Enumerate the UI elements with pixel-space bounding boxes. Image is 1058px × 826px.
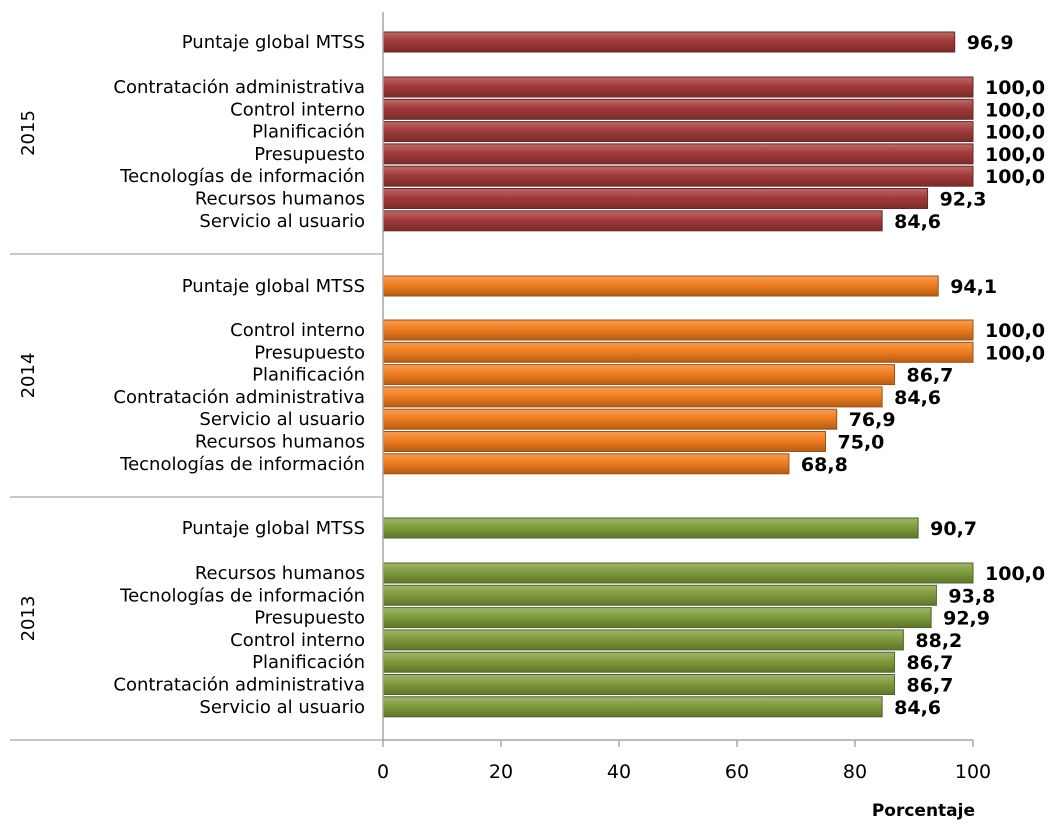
category-label: Control interno <box>230 630 365 651</box>
category-label: Servicio al usuario <box>199 409 365 430</box>
category-label: Planificación <box>252 365 365 386</box>
category-label: Contratación administrativa <box>113 675 365 696</box>
axes <box>382 12 973 741</box>
category-label: Contratación administrativa <box>113 387 365 408</box>
bar <box>382 386 883 408</box>
bar <box>382 319 974 341</box>
x-tick-label: 0 <box>377 761 389 783</box>
bar <box>382 364 896 386</box>
data-label: 88,2 <box>915 630 962 652</box>
x-tick-label: 20 <box>489 761 513 783</box>
bar <box>382 76 974 98</box>
bar <box>382 453 790 475</box>
data-label: 96,9 <box>967 32 1014 54</box>
category-label: Recursos humanos <box>195 432 365 453</box>
x-tick-label: 80 <box>843 761 867 783</box>
category-label: Presupuesto <box>254 608 365 629</box>
data-label: 86,7 <box>907 652 954 674</box>
bar <box>382 165 974 187</box>
bar <box>382 696 883 718</box>
group-label: 2014 <box>18 353 39 399</box>
data-label: 93,8 <box>948 585 995 607</box>
category-label: Servicio al usuario <box>199 697 365 718</box>
bar <box>382 517 919 539</box>
data-label: 84,6 <box>894 697 941 719</box>
bar <box>382 607 932 629</box>
bar <box>382 98 974 120</box>
category-label: Presupuesto <box>254 342 365 363</box>
bar <box>382 210 883 232</box>
category-label: Puntaje global MTSS <box>182 32 365 53</box>
data-label: 92,9 <box>943 608 990 630</box>
bar <box>382 121 974 143</box>
category-labels: Puntaje global MTSS Contratación administ… <box>113 32 365 718</box>
category-label: Recursos humanos <box>195 563 365 584</box>
data-label: 100,0 <box>985 342 1045 364</box>
category-label: Tecnologías de información <box>119 166 365 187</box>
data-label: 84,6 <box>894 211 941 233</box>
group-label: 2015 <box>18 110 39 156</box>
data-label: 86,7 <box>907 675 954 697</box>
bar <box>382 31 956 53</box>
category-label: Puntaje global MTSS <box>182 518 365 539</box>
x-axis-ticks: 0 20 40 60 80 100 <box>377 740 991 783</box>
bar <box>382 275 939 297</box>
data-label: 86,7 <box>907 365 954 387</box>
category-label: Tecnologías de información <box>119 454 365 475</box>
category-label: Presupuesto <box>254 144 365 165</box>
data-label: 100,0 <box>985 563 1045 585</box>
category-label: Puntaje global MTSS <box>182 276 365 297</box>
group-separators <box>10 253 383 741</box>
category-label: Control interno <box>230 99 365 120</box>
category-label: Control interno <box>230 320 365 341</box>
category-label: Planificación <box>252 122 365 143</box>
bar <box>382 341 974 363</box>
category-label: Recursos humanos <box>195 189 365 210</box>
x-tick-label: 40 <box>607 761 631 783</box>
data-label: 68,8 <box>801 454 848 476</box>
data-label: 94,1 <box>950 276 997 298</box>
x-tick-label: 100 <box>955 761 991 783</box>
value-labels: 96,9100,0100,0100,0100,0100,092,384,694,… <box>801 32 1045 719</box>
bar <box>382 408 838 430</box>
data-label: 100,0 <box>985 99 1045 121</box>
bar <box>382 584 937 606</box>
x-tick-label: 60 <box>725 761 749 783</box>
data-label: 92,3 <box>940 189 987 211</box>
data-label: 90,7 <box>930 518 977 540</box>
bar <box>382 562 974 584</box>
bar <box>382 629 904 651</box>
data-label: 84,6 <box>894 387 941 409</box>
data-label: 100,0 <box>985 144 1045 166</box>
data-label: 100,0 <box>985 166 1045 188</box>
data-label: 76,9 <box>849 409 896 431</box>
bar <box>382 674 896 695</box>
category-label: Tecnologías de información <box>119 585 365 606</box>
data-label: 100,0 <box>985 122 1045 144</box>
category-label: Contratación administrativa <box>113 77 365 98</box>
bar <box>382 651 896 673</box>
bar <box>382 431 826 452</box>
data-label: 75,0 <box>838 432 885 454</box>
data-label: 100,0 <box>985 77 1045 99</box>
x-axis-title: Porcentaje <box>872 801 975 821</box>
category-label: Servicio al usuario <box>199 211 365 232</box>
category-label: Planificación <box>252 652 365 673</box>
group-label: 2013 <box>18 596 39 642</box>
data-label: 100,0 <box>985 320 1045 342</box>
group-labels: 2015 2014 2013 <box>18 110 39 641</box>
bars <box>382 31 974 718</box>
bar <box>382 188 929 209</box>
bar <box>382 143 974 165</box>
